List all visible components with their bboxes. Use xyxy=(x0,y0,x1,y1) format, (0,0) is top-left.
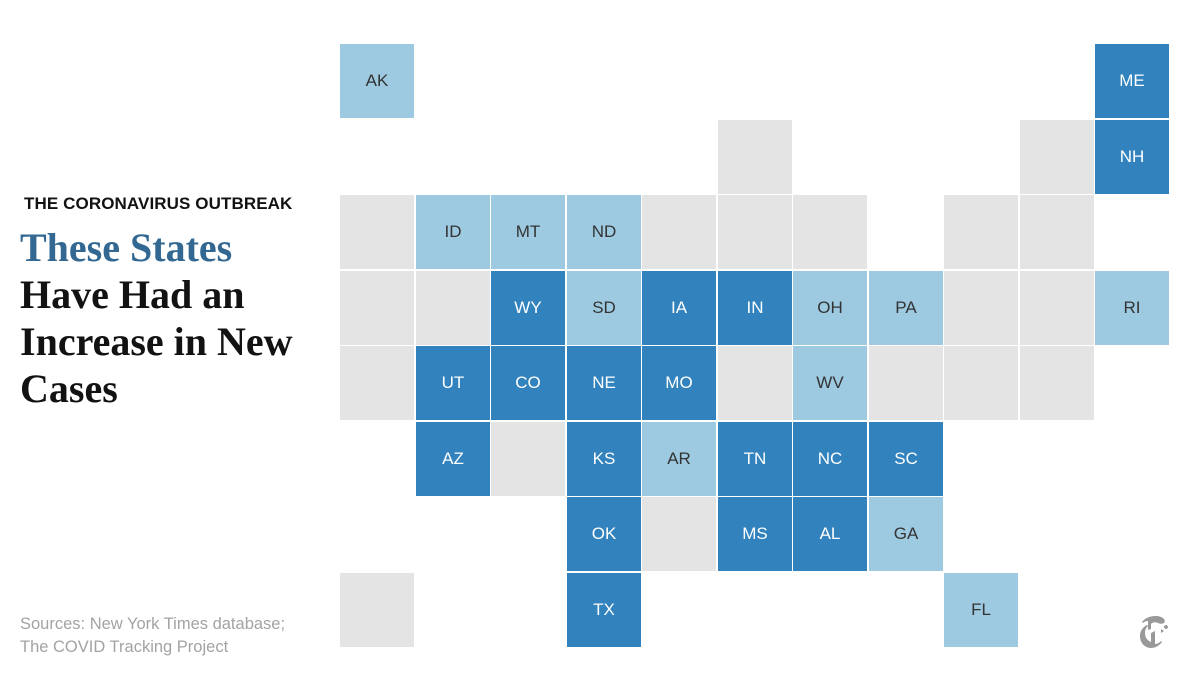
state-tile-no-increase xyxy=(1020,120,1094,194)
state-tile-no-increase xyxy=(718,195,792,269)
state-tile-ar: AR xyxy=(642,422,716,496)
state-tile-ri: RI xyxy=(1095,271,1169,345)
nyt-t-logo-icon xyxy=(1135,613,1171,653)
state-tile-no-increase xyxy=(718,120,792,194)
state-tile-al: AL xyxy=(793,497,867,571)
state-tile-no-increase xyxy=(869,346,943,420)
state-tile-fl: FL xyxy=(944,573,1018,647)
state-tile-no-increase xyxy=(340,271,414,345)
state-tile-ut: UT xyxy=(416,346,490,420)
state-tile-no-increase xyxy=(944,195,1018,269)
state-tile-no-increase xyxy=(944,271,1018,345)
state-tile-no-increase xyxy=(340,573,414,647)
state-tile-nd: ND xyxy=(567,195,641,269)
state-tile-me: ME xyxy=(1095,44,1169,118)
state-tile-in: IN xyxy=(718,271,792,345)
headline-rest: Have Had an Increase in New Cases xyxy=(20,272,293,411)
state-tile-no-increase xyxy=(642,497,716,571)
kicker: THE CORONAVIRUS OUTBREAK xyxy=(24,194,293,213)
state-tile-wv: WV xyxy=(793,346,867,420)
state-tile-no-increase xyxy=(1020,346,1094,420)
state-tile-co: CO xyxy=(491,346,565,420)
headline-highlight: These States xyxy=(20,225,233,270)
state-tile-ms: MS xyxy=(718,497,792,571)
state-tile-az: AZ xyxy=(416,422,490,496)
source-line-1: Sources: New York Times database; xyxy=(20,615,286,633)
state-tile-sc: SC xyxy=(869,422,943,496)
source-line-2: The COVID Tracking Project xyxy=(20,638,229,656)
state-tile-no-increase xyxy=(416,271,490,345)
state-tile-wy: WY xyxy=(491,271,565,345)
state-tile-nc: NC xyxy=(793,422,867,496)
state-tile-no-increase xyxy=(340,195,414,269)
state-tile-nh: NH xyxy=(1095,120,1169,194)
state-tile-mt: MT xyxy=(491,195,565,269)
state-tile-no-increase xyxy=(718,346,792,420)
state-tile-ga: GA xyxy=(869,497,943,571)
state-tile-no-increase xyxy=(491,422,565,496)
state-tile-no-increase xyxy=(793,195,867,269)
state-tile-ak: AK xyxy=(340,44,414,118)
state-tile-oh: OH xyxy=(793,271,867,345)
state-tile-pa: PA xyxy=(869,271,943,345)
state-tile-sd: SD xyxy=(567,271,641,345)
state-tile-id: ID xyxy=(416,195,490,269)
state-tile-mo: MO xyxy=(642,346,716,420)
source-note: Sources: New York Times database; The CO… xyxy=(20,613,320,659)
state-tile-ks: KS xyxy=(567,422,641,496)
state-tile-no-increase xyxy=(944,346,1018,420)
state-tile-no-increase xyxy=(1020,271,1094,345)
state-tile-ne: NE xyxy=(567,346,641,420)
state-tile-no-increase xyxy=(340,346,414,420)
state-tile-ok: OK xyxy=(567,497,641,571)
state-tile-tn: TN xyxy=(718,422,792,496)
state-tile-tx: TX xyxy=(567,573,641,647)
state-tile-no-increase xyxy=(642,195,716,269)
headline: These States Have Had an Increase in New… xyxy=(20,224,320,412)
state-tile-ia: IA xyxy=(642,271,716,345)
state-tile-no-increase xyxy=(1020,195,1094,269)
